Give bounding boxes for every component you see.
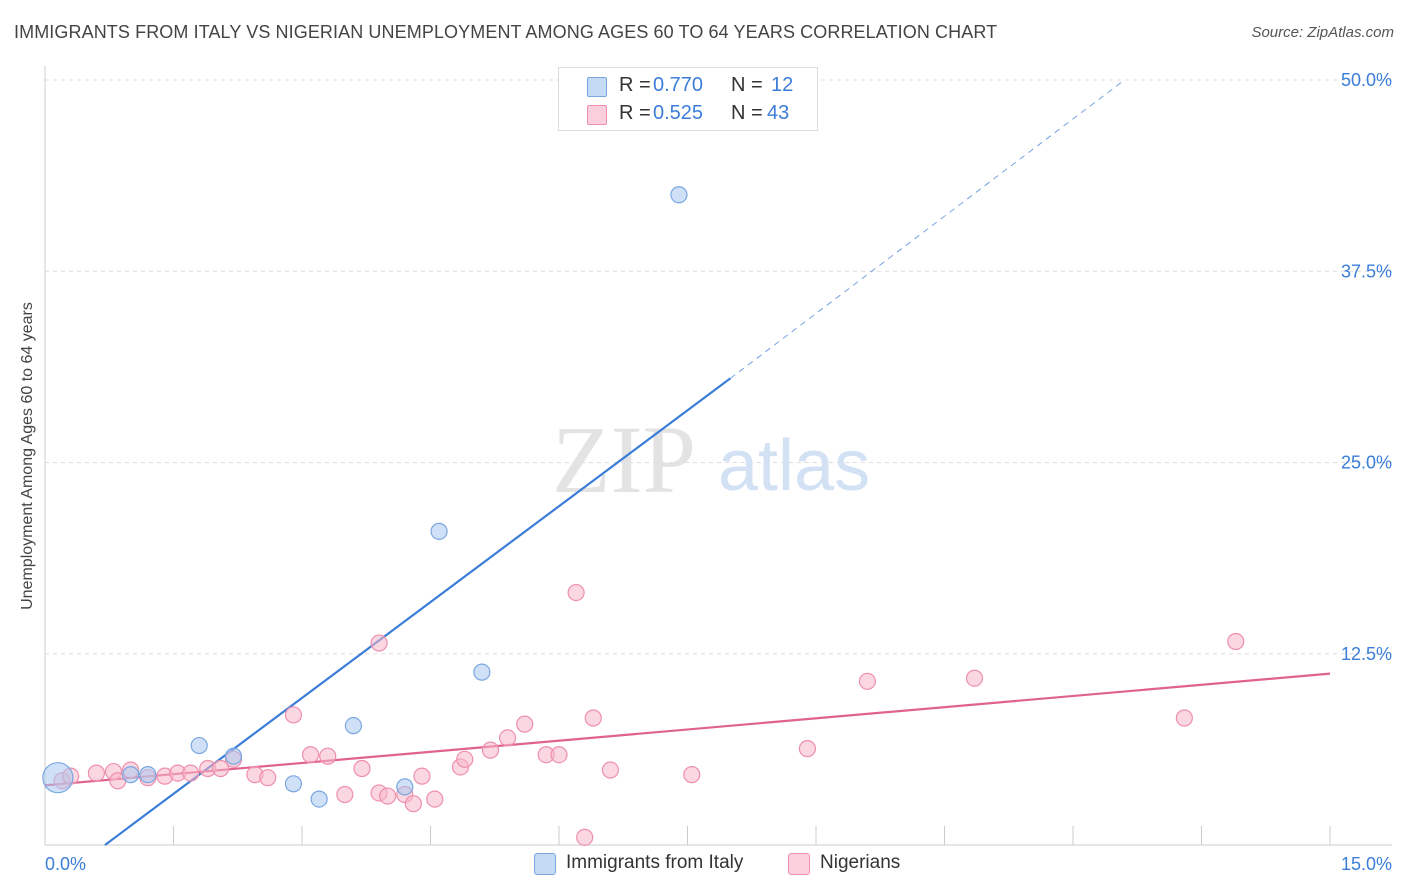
point-nigerians	[601, 761, 620, 779]
point-nigerians	[413, 767, 431, 785]
x-tick-label: 0.0%	[45, 854, 86, 874]
point-nigerians	[576, 828, 594, 846]
point-nigerians	[683, 766, 701, 784]
point-nigerians	[499, 729, 517, 747]
trend-line-italy-extension	[730, 79, 1125, 379]
legend-r-value: 0.525	[653, 102, 704, 124]
point-italy	[122, 766, 140, 784]
point-italy	[396, 778, 414, 796]
point-nigerians	[212, 759, 230, 778]
point-nigerians	[516, 715, 534, 733]
point-nigerians	[301, 746, 320, 764]
point-nigerians	[182, 764, 200, 782]
bottom-legend-label-nigerians: Nigerians	[820, 852, 901, 873]
point-nigerians	[481, 741, 500, 759]
point-nigerians	[370, 634, 388, 652]
point-nigerians	[798, 740, 817, 758]
point-italy	[224, 747, 243, 765]
legend-n-value: 12	[771, 74, 794, 96]
point-nigerians	[1227, 632, 1245, 651]
point-nigerians	[584, 709, 602, 727]
correlation-legend: R = 0.770 N = 12 R = 0.525 N = 43	[558, 67, 818, 131]
point-nigerians	[456, 750, 474, 768]
legend-r-label: R =	[619, 102, 651, 124]
legend-r-value: 0.770	[653, 74, 704, 96]
bottom-legend-swatch-italy	[534, 853, 556, 875]
point-nigerians	[284, 706, 303, 724]
y-tick-label: 12.5%	[1341, 644, 1392, 664]
x-tick-label: 15.0%	[1341, 854, 1392, 874]
y-tick-label: 50.0%	[1341, 70, 1392, 90]
legend-n-label: N =	[731, 102, 763, 124]
point-italy	[139, 766, 157, 784]
point-nigerians	[550, 746, 568, 764]
chart-title: IMMIGRANTS FROM ITALY VS NIGERIAN UNEMPL…	[14, 22, 998, 42]
point-italy	[284, 775, 303, 793]
point-nigerians	[353, 759, 371, 778]
point-nigerians	[336, 785, 354, 804]
point-nigerians	[404, 795, 422, 813]
legend-n-label: N =	[731, 74, 763, 96]
legend-r-label: R =	[619, 74, 651, 96]
point-nigerians	[319, 747, 337, 765]
point-italy	[310, 790, 328, 808]
legend-n-value: 43	[767, 102, 790, 124]
watermark-atlas: atlas	[718, 426, 870, 506]
point-nigerians	[965, 669, 984, 687]
trend-line-nigerians	[44, 672, 1331, 787]
point-nigerians	[567, 583, 585, 602]
point-nigerians	[379, 787, 397, 805]
axes	[44, 66, 1392, 846]
y-tick-label: 37.5%	[1341, 261, 1392, 281]
gridlines	[45, 79, 1392, 655]
point-italy	[344, 717, 362, 735]
bottom-legend-label-italy: Immigrants from Italy	[566, 852, 744, 873]
point-italy	[670, 186, 688, 204]
legend-swatch-italy	[587, 77, 607, 97]
data-points	[42, 186, 1245, 846]
point-italy	[42, 762, 74, 794]
tick-labels: 12.5% 25.0% 37.5% 50.0% 0.0% 15.0%	[45, 70, 1392, 874]
point-nigerians	[858, 672, 877, 690]
point-nigerians	[1175, 709, 1193, 727]
point-italy	[190, 736, 208, 755]
y-tick-label: 25.0%	[1341, 453, 1392, 473]
watermark-zip: ZIP	[552, 406, 696, 513]
point-italy	[473, 663, 491, 681]
point-nigerians	[259, 769, 277, 787]
point-nigerians	[426, 790, 444, 808]
point-italy	[430, 522, 448, 540]
bottom-legend-swatch-nigerians	[788, 853, 810, 875]
watermark: ZIP atlas	[552, 406, 870, 513]
point-nigerians	[87, 764, 106, 782]
source-label: Source: ZipAtlas.com	[1251, 24, 1394, 41]
legend-swatch-nigerians	[587, 105, 607, 125]
